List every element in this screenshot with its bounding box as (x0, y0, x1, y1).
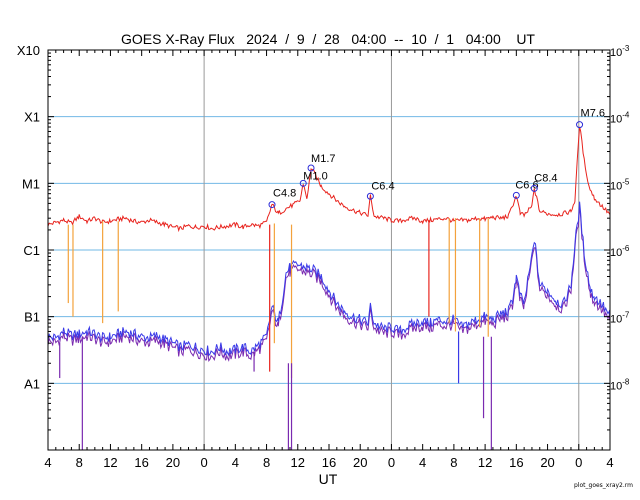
left-axis-label: M1 (22, 176, 40, 191)
right-axis-label: 10-3 (610, 44, 630, 59)
chart-title: GOES X-Ray Flux 2024 / 9 / 28 04:00 -- 1… (121, 31, 535, 47)
right-axis-label: 10-5 (610, 177, 630, 192)
right-axis-label: 10-4 (610, 111, 630, 126)
x-tick-label: 8 (263, 455, 270, 470)
flare-label: M1.7 (311, 153, 335, 165)
x-tick-label: 8 (450, 455, 457, 470)
right-axis-label: 10-7 (610, 311, 630, 326)
flare-label: C6.6 (515, 179, 538, 191)
flare-label: C6.4 (371, 180, 394, 192)
x-tick-label: 16 (322, 455, 336, 470)
left-axis-label: X1 (24, 110, 40, 125)
left-axis-label: A1 (24, 376, 40, 391)
x-tick-label: 12 (478, 455, 492, 470)
right-axis-label-mantissa: 10 (610, 114, 622, 126)
left-axis-label: X10 (17, 43, 40, 58)
flare-marker (512, 191, 520, 199)
flare-marker (307, 164, 315, 172)
right-axis-label: 10-8 (610, 377, 630, 392)
right-axis-label-mantissa: 10 (610, 314, 622, 326)
flare-label: M7.6 (581, 108, 605, 120)
credit-label: plot_goes_xray2.rm (574, 482, 633, 489)
right-axis-label-mantissa: 10 (610, 47, 622, 59)
x-tick-label: 20 (540, 455, 554, 470)
flare-marker-layer: C4.8 M1.0 M1.7 C6.4 C6.6C8.4 M7.6 (268, 108, 605, 209)
x-tick-label: 4 (232, 455, 239, 470)
x-tick-label: 4 (44, 455, 51, 470)
x-tick-label: 0 (200, 455, 207, 470)
short-channel-line (47, 201, 611, 357)
grid-layer (48, 50, 610, 450)
right-axis-label: 10-6 (610, 244, 630, 259)
x-tick-label: 12 (103, 455, 117, 470)
x-tick-label: 0 (388, 455, 395, 470)
flare-marker (299, 179, 307, 187)
x-tick-label: 20 (166, 455, 180, 470)
right-axis-label-mantissa: 10 (610, 380, 622, 392)
right-axis-label-exponent: -7 (622, 311, 630, 320)
flare-label: C8.4 (534, 172, 557, 184)
flare-label: C4.8 (273, 188, 296, 200)
short-channel-alt-line (47, 205, 611, 362)
x-tick-label: 4 (419, 455, 426, 470)
x-tick-label: 4 (606, 455, 613, 470)
x-tick-label: 16 (509, 455, 523, 470)
x-tick-label: 0 (575, 455, 582, 470)
right-axis-label-exponent: -3 (622, 44, 630, 53)
right-axis-label-mantissa: 10 (610, 247, 622, 259)
flare-marker (576, 121, 584, 129)
series-layer (47, 126, 611, 450)
left-axis-label: B1 (24, 310, 40, 325)
x-tick-label: 12 (291, 455, 305, 470)
left-axis-label: C1 (23, 243, 40, 258)
right-axis-label-exponent: -6 (622, 244, 630, 253)
flare-marker (268, 201, 276, 209)
right-axis-label-exponent: -8 (622, 377, 630, 386)
x-tick-label: 8 (76, 455, 83, 470)
flare-marker (530, 184, 538, 192)
x-tick-label: 20 (353, 455, 367, 470)
x-tick-label: 16 (134, 455, 148, 470)
flare-marker (366, 192, 374, 200)
right-axis-label-exponent: -5 (622, 177, 630, 186)
right-axis-label-mantissa: 10 (610, 180, 622, 192)
x-axis-label: UT (319, 471, 338, 487)
flare-label: M1.0 (303, 170, 327, 182)
right-axis-label-exponent: -4 (622, 111, 630, 120)
